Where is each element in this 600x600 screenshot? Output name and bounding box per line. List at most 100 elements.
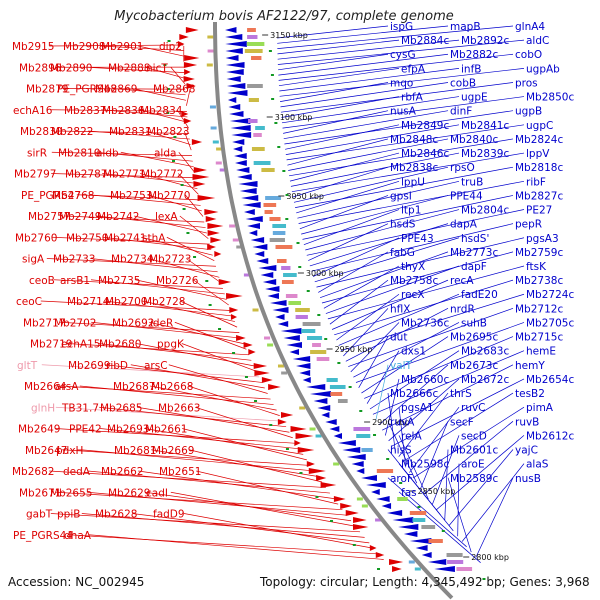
right-gene-label: pgsA1	[401, 402, 434, 414]
gc-dot	[186, 232, 190, 234]
right-leader-line	[278, 53, 389, 71]
left-strand-gene-mark	[183, 76, 195, 82]
left-gene-label: Mb2687	[113, 381, 155, 393]
feature-block	[409, 511, 427, 515]
feature-block	[356, 434, 371, 438]
pseudo-gene-label: gltT	[17, 360, 38, 372]
right-leader-line	[364, 336, 514, 399]
left-leader-line	[139, 109, 189, 123]
left-gene-label: Mb2661	[145, 424, 187, 436]
right-gene-label: glnA4	[515, 21, 545, 33]
right-gene-label: Mb2884c	[401, 35, 449, 47]
right-strand-gene-mark	[265, 286, 280, 292]
right-leader-line	[312, 237, 400, 277]
right-strand-gene-mark	[292, 356, 311, 362]
left-leader-line	[170, 491, 356, 527]
left-gene-label: sthA	[142, 232, 166, 244]
left-strand-gene-mark	[253, 363, 268, 369]
right-leader-line	[277, 25, 449, 44]
axis-tick-label: 2800 kbp	[471, 553, 509, 562]
left-gene-label: aldb	[96, 147, 119, 159]
right-gene-label: Mb2712c	[515, 303, 563, 315]
left-strand-gene-mark	[268, 384, 281, 390]
right-leader-line	[355, 322, 525, 383]
right-leader-line	[369, 350, 460, 410]
left-gene-label: Mb2771	[103, 169, 145, 181]
gc-dot	[348, 386, 352, 388]
left-leader-line	[174, 321, 247, 350]
left-gene-label: Mb2719	[30, 339, 72, 351]
left-leader-line	[149, 321, 245, 345]
left-gene-label: lexA	[155, 211, 178, 223]
right-leader-line	[314, 237, 460, 283]
gc-dot	[173, 136, 177, 138]
feature-block	[244, 49, 263, 53]
left-leader-line	[91, 321, 242, 339]
right-strand-gene-mark	[306, 384, 326, 390]
left-leader-line	[60, 321, 240, 334]
right-strand-gene-mark	[283, 335, 300, 341]
feature-block	[281, 280, 294, 284]
gc-dot	[166, 112, 170, 114]
right-leader-line	[288, 138, 449, 171]
right-strand-gene-mark	[241, 195, 259, 201]
feature-block	[316, 357, 330, 361]
right-strand-gene-mark	[235, 160, 247, 166]
left-gene-label: Mb2649	[18, 424, 60, 436]
right-gene-label: Mb2715c	[515, 332, 563, 344]
feature-block	[295, 308, 310, 312]
feature-block	[215, 161, 222, 165]
left-gene-label: Mb2682	[12, 466, 54, 478]
right-leader-line	[420, 421, 449, 489]
feature-block	[243, 273, 250, 277]
right-strand-gene-mark	[252, 244, 268, 250]
left-strand-gene-mark	[197, 195, 216, 201]
left-gene-label: dip2	[159, 41, 182, 53]
right-leader-line	[323, 265, 400, 309]
right-gene-label: Mb2824c	[515, 134, 563, 146]
right-leader-line	[448, 449, 514, 526]
left-leader-line	[144, 428, 304, 455]
left-leader-line	[146, 130, 191, 145]
right-strand-gene-mark	[337, 440, 356, 446]
right-gene-label: infB	[461, 63, 481, 75]
right-strand-gene-mark	[228, 104, 241, 110]
right-strand-gene-mark	[381, 503, 392, 509]
feature-block	[247, 119, 258, 123]
right-leader-line	[277, 39, 400, 55]
pseudo-gene-label: glnH	[31, 402, 55, 414]
right-gene-label: ugpC	[526, 120, 553, 132]
right-strand-gene-mark	[250, 237, 265, 243]
feature-block	[232, 238, 239, 242]
kbp-axis: 3150 kbp 3100 kbp 3050 kbp 3000 kbp 2950 kbp…	[262, 31, 509, 562]
right-strand-gene-mark	[325, 419, 337, 425]
left-gene-label: Mb2787	[65, 169, 107, 181]
right-strand-gene-mark	[226, 69, 244, 75]
gc-dot	[359, 410, 363, 412]
right-gene-label: ruvC	[461, 402, 486, 414]
right-leader-line	[409, 406, 460, 473]
left-gene-label: Mb2770	[148, 190, 190, 202]
feature-block	[265, 196, 281, 200]
right-leader-line	[283, 110, 449, 140]
left-leader-line	[168, 364, 268, 394]
right-gene-label: Mb2612c	[526, 430, 574, 442]
right-gene-label: pros	[515, 77, 538, 89]
feature-block	[255, 126, 265, 130]
right-leader-line	[321, 251, 514, 304]
right-strand-gene-mark	[398, 524, 419, 530]
gc-dot	[337, 362, 341, 364]
right-gene-label: ugpB	[515, 106, 542, 118]
gc-dot	[218, 328, 222, 330]
gc-dot	[208, 304, 212, 306]
left-strand-gene-mark	[316, 475, 327, 481]
right-gene-label: secD	[461, 430, 487, 442]
right-gene-label: ltp1	[401, 205, 421, 217]
right-leader-line	[398, 463, 454, 532]
left-gene-label: fadD9	[153, 509, 185, 521]
left-gene-label: Mb2901	[101, 41, 143, 53]
right-gene-label: Mb2601c	[450, 445, 498, 457]
gc-dot	[482, 578, 486, 580]
right-gene-label: dinF	[450, 106, 472, 118]
right-strand-gene-mark	[226, 83, 246, 89]
